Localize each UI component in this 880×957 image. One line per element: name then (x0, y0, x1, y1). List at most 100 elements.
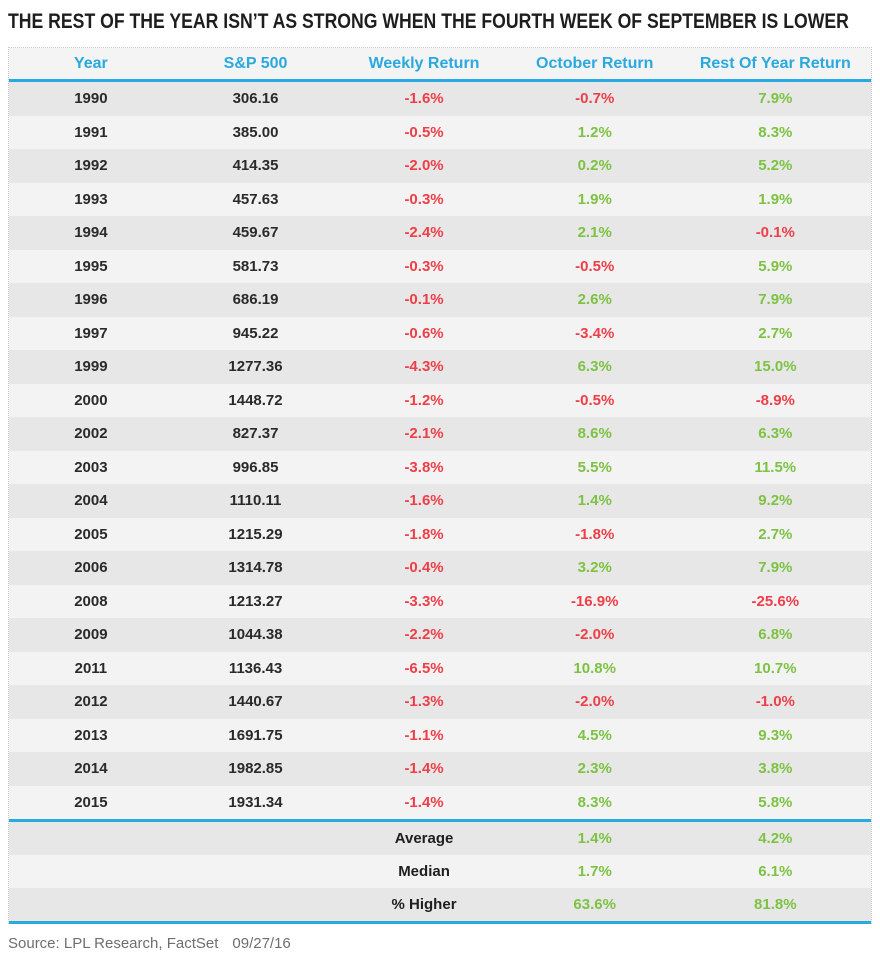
sp500-cell: 1440.67 (228, 693, 283, 711)
sp500-cell: 1277.36 (228, 358, 283, 376)
weekly-return-cell: -1.3% (404, 693, 444, 711)
october-return-cell: 5.5% (577, 458, 612, 476)
weekly-return-cell: -0.4% (404, 559, 444, 577)
year-cell: 1995 (74, 257, 108, 275)
rest-of-year-return-cell: 2.7% (758, 324, 793, 342)
summary-october-cell: 1.7% (577, 863, 612, 880)
october-return-cell: 10.8% (573, 659, 616, 677)
summary-label-cell: Median (398, 863, 450, 880)
rest-of-year-return-cell: 7.9% (758, 291, 793, 309)
sp500-cell: 1314.78 (228, 559, 283, 577)
column-header-rest-of-year-return: Rest Of Year Return (699, 54, 851, 72)
october-return-cell: 0.2% (577, 157, 612, 175)
weekly-return-cell: -4.3% (404, 358, 444, 376)
year-cell: 2006 (74, 559, 108, 577)
rest-of-year-return-cell: 9.2% (758, 492, 793, 510)
rest-of-year-return-cell: 5.2% (758, 157, 793, 175)
weekly-return-cell: -1.8% (404, 525, 444, 543)
year-cell: 1994 (74, 224, 108, 242)
sp500-cell: 1110.11 (229, 492, 282, 510)
year-cell: 2015 (74, 793, 108, 811)
sp500-cell: 1982.85 (228, 760, 283, 778)
year-cell: 2005 (74, 525, 108, 543)
year-cell: 2003 (74, 458, 108, 476)
october-return-cell: 1.2% (577, 123, 612, 141)
table-row: 2002 827.37 -2.1% 8.6% 6.3% (9, 417, 871, 451)
sp500-cell: 459.67 (232, 224, 279, 242)
sp500-cell: 306.16 (232, 90, 279, 108)
october-return-cell: -3.4% (575, 324, 615, 342)
summary-rest-cell: 81.8% (754, 896, 797, 913)
sp500-cell: 1044.38 (228, 626, 283, 644)
sp500-cell: 945.22 (232, 324, 279, 342)
october-return-cell: -16.9% (570, 592, 619, 610)
october-return-cell: 3.2% (577, 559, 612, 577)
october-return-cell: -2.0% (575, 693, 615, 711)
october-return-cell: 2.3% (577, 760, 612, 778)
page-title: THE REST OF THE YEAR ISN’T AS STRONG WHE… (8, 10, 849, 33)
year-cell: 1993 (74, 190, 108, 208)
weekly-return-cell: -0.1% (404, 291, 444, 309)
year-cell: 2000 (74, 391, 108, 409)
sp500-cell: 581.73 (232, 257, 279, 275)
weekly-return-cell: -1.4% (404, 760, 444, 778)
october-return-cell: 4.5% (577, 726, 612, 744)
year-cell: 2014 (74, 760, 108, 778)
year-cell: 2009 (74, 626, 108, 644)
table-row: 2005 1215.29 -1.8% -1.8% 2.7% (9, 517, 871, 551)
weekly-return-cell: -2.2% (404, 626, 444, 644)
october-return-cell: 1.4% (577, 492, 612, 510)
october-return-cell: 2.6% (577, 291, 612, 309)
summary-row: Average 1.4% 4.2% (9, 822, 871, 855)
rest-of-year-return-cell: 6.8% (758, 626, 793, 644)
sp500-cell: 1213.27 (228, 592, 283, 610)
rest-of-year-return-cell: 10.7% (754, 659, 797, 677)
year-cell: 2004 (74, 492, 108, 510)
year-cell: 2002 (74, 425, 108, 443)
weekly-return-cell: -1.1% (404, 726, 444, 744)
sp500-cell: 1931.34 (228, 793, 283, 811)
table-row: 2012 1440.67 -1.3% -2.0% -1.0% (9, 685, 871, 719)
year-cell: 2011 (74, 659, 108, 677)
weekly-return-cell: -2.1% (404, 425, 444, 443)
table-row: 1999 1277.36 -4.3% 6.3% 15.0% (9, 350, 871, 384)
rest-of-year-return-cell: 11.5% (754, 458, 797, 476)
summary-label-cell: Average (394, 830, 454, 847)
summary-rest-cell: 6.1% (758, 863, 793, 880)
table-row: 2014 1982.85 -1.4% 2.3% 3.8% (9, 752, 871, 786)
year-cell: 1992 (74, 157, 108, 175)
october-return-cell: 8.6% (577, 425, 612, 443)
summary-label-cell: % Higher (391, 896, 457, 913)
column-header-year: Year (73, 54, 108, 72)
october-return-cell: -1.8% (575, 525, 615, 543)
column-header-october-return: October Return (536, 54, 654, 72)
summary-row: Median 1.7% 6.1% (9, 855, 871, 888)
weekly-return-cell: -1.2% (404, 391, 444, 409)
weekly-return-cell: -1.6% (404, 492, 444, 510)
sp500-cell: 1215.29 (228, 525, 283, 543)
table-row: 1997 945.22 -0.6% -3.4% 2.7% (9, 316, 871, 350)
rest-of-year-return-cell: 15.0% (754, 358, 797, 376)
sp500-cell: 1136.43 (228, 659, 283, 677)
rest-of-year-return-cell: 7.9% (758, 90, 793, 108)
weekly-return-cell: -6.5% (404, 659, 444, 677)
summary-rest-cell: 4.2% (758, 830, 793, 847)
weekly-return-cell: -0.6% (404, 324, 444, 342)
year-cell: 2012 (74, 693, 108, 711)
table-row: 2003 996.85 -3.8% 5.5% 11.5% (9, 450, 871, 484)
rest-of-year-return-cell: 5.9% (758, 257, 793, 275)
october-return-cell: -2.0% (575, 626, 615, 644)
rest-of-year-return-cell: 3.8% (758, 760, 793, 778)
sp500-cell: 414.35 (232, 157, 279, 175)
table-row: 1993 457.63 -0.3% 1.9% 1.9% (9, 182, 871, 216)
rest-of-year-return-cell: -8.9% (755, 391, 795, 409)
source-label: Source: LPL Research, FactSet (8, 935, 219, 952)
year-cell: 1997 (74, 324, 108, 342)
table-row: 2008 1213.27 -3.3% -16.9% -25.6% (9, 584, 871, 618)
weekly-return-cell: -2.0% (404, 157, 444, 175)
table-header-row: Year S&P 500 Weekly Return October Return Re… (9, 48, 871, 82)
october-return-cell: -0.7% (575, 90, 615, 108)
sp500-cell: 457.63 (232, 190, 279, 208)
source-date: 09/27/16 (232, 935, 291, 952)
rest-of-year-return-cell: 2.7% (758, 525, 793, 543)
